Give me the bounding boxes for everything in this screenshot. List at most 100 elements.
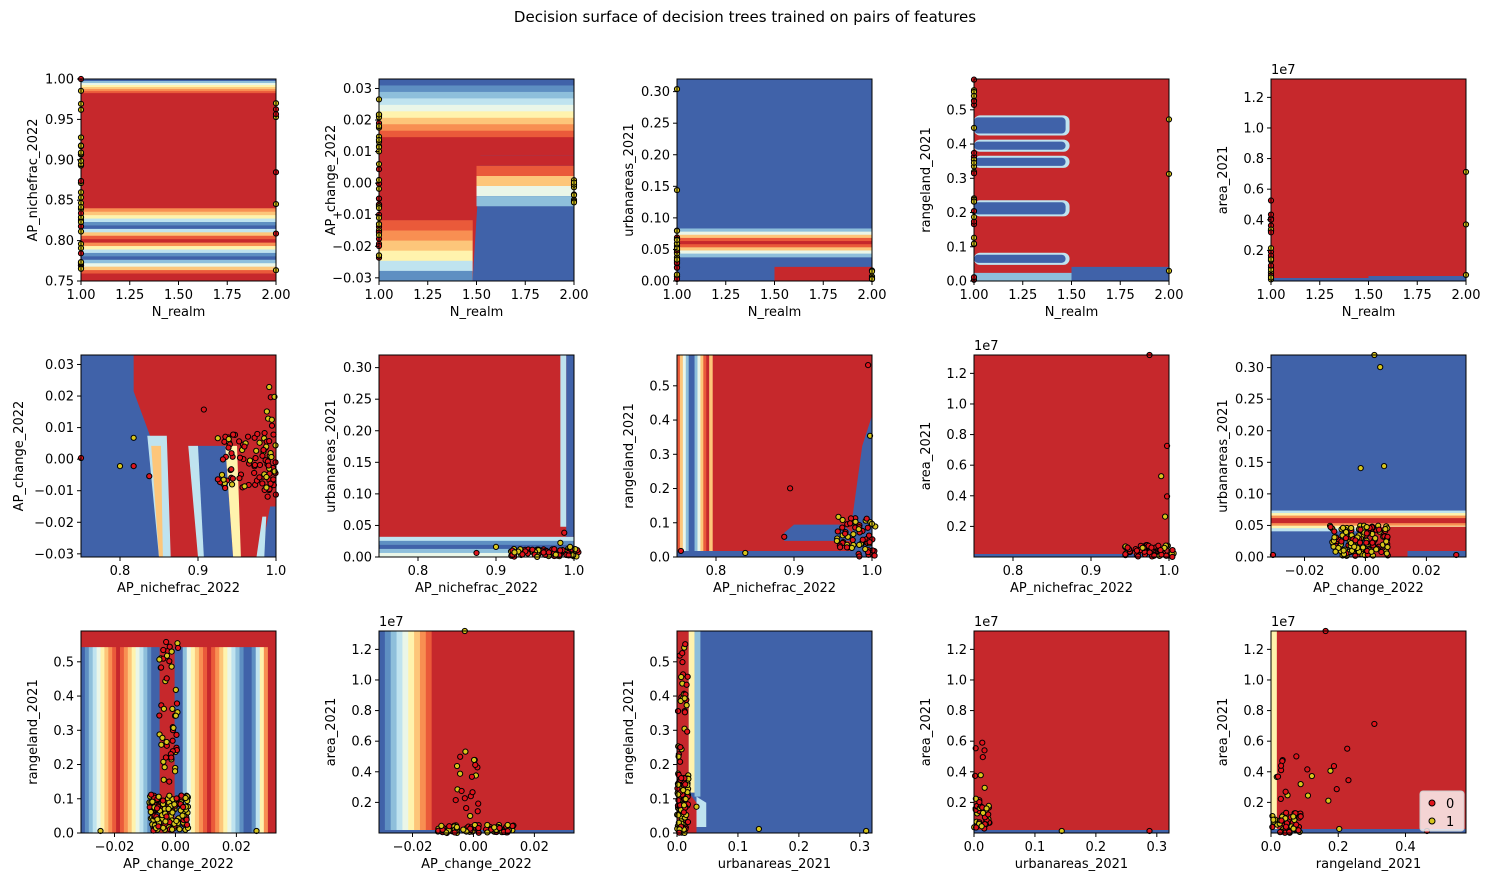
x-axis-label: AP_change_2022 [1313,581,1424,596]
point-class-1 [850,531,857,538]
surface-band [81,225,276,230]
y-tick-label: 0.2 [53,758,74,773]
point-class-0 [545,549,552,556]
x-axis-label: urbanareas_2021 [1015,857,1128,872]
y-tick-label: 0.5 [649,655,670,670]
surface-band [143,631,148,833]
surface-region [1407,526,1466,551]
surface-band [135,631,141,833]
y-tick-label: −0.01 [332,208,372,223]
axes-frame [1270,630,1467,834]
point-class-0 [1269,551,1277,559]
y-tick-label: 0.03 [343,82,372,97]
surface-region [974,272,1072,281]
y-tick-label: 0.30 [641,85,670,100]
x-tick-label: 1.50 [164,288,193,303]
surface-band [108,631,113,833]
subplot-11: −0.02 0.00 0.02 0.0 0.1 0.2 0.3 0.4 0.5 AP_change… [26,630,277,872]
point-class-1 [130,434,137,441]
surface-background [974,79,1169,281]
point-class-1 [97,827,104,835]
surface-band [81,89,276,92]
point-class-0 [173,795,180,802]
y-tick-label: −0.02 [332,240,372,255]
point-class-1 [1383,550,1390,557]
point-class-1 [675,781,682,788]
point-class-0 [200,406,207,413]
surface-band [81,246,276,251]
surface-band [259,631,265,833]
surface-band [81,235,276,240]
surface-region [974,254,1066,263]
x-tick-label: 2.00 [560,288,589,303]
subplot-3: 1.00 1.25 1.50 1.75 2.00 0.00 0.05 0.10 0.15 0.20… [622,78,887,320]
surface-region [151,445,163,557]
x-tick-label: 0.9 [486,564,507,579]
surface-band [81,228,276,233]
point-class-0 [863,515,870,522]
point-class-1 [1351,543,1358,550]
surface-band [251,631,257,833]
point-class-1 [169,809,176,816]
axes-frame [676,630,873,834]
x-tick-label: 0.02 [222,840,251,855]
surface-band [81,273,276,278]
point-class-0 [971,772,979,779]
surface-band [239,631,245,833]
y-tick-label: 0.8 [1243,152,1264,167]
point-class-1 [253,827,260,835]
y-tick-label: 0.3 [53,724,74,739]
point-class-1 [263,484,270,491]
surface-band [419,631,427,833]
point-class-1 [160,705,168,712]
legend-label-0: 0 [1446,797,1454,812]
point-class-1 [1058,827,1065,835]
point-class-0 [130,463,137,470]
x-tick-label: 0.9 [1081,564,1102,579]
point-class-0 [236,475,243,482]
point-class-0 [251,469,258,477]
point-class-0 [1276,829,1284,836]
point-class-1 [675,791,682,798]
surface-band [677,241,872,245]
point-class-0 [864,524,871,531]
point-class-0 [183,816,190,823]
point-class-0 [261,429,268,437]
point-class-1 [161,764,168,771]
point-class-1 [484,821,491,829]
point-class-1 [179,812,186,819]
x-tick-label: 0.8 [110,564,131,579]
y-axis-label: rangeland_2021 [622,679,637,784]
y-tick-label: 0.0 [946,275,967,290]
point-class-0 [684,818,692,826]
surface-band [1271,518,1466,522]
surface-region [974,141,1066,150]
surface-band [379,85,574,93]
point-class-1 [1363,523,1370,531]
surface-band [96,631,102,833]
surface-band [402,631,409,833]
x-tick-label: 1.00 [1257,288,1286,303]
axis-offset-label: 1e7 [974,339,999,354]
point-class-0 [267,480,274,487]
surface-band [431,631,439,833]
surface-band [390,631,398,833]
surface-band [677,244,872,248]
x-tick-label: 1.75 [1106,288,1135,303]
surface-band [81,252,276,257]
y-tick-label: 0.20 [1235,424,1264,439]
point-class-1 [1348,524,1355,532]
surface-band [255,631,261,833]
x-tick-label: −0.02 [393,840,433,855]
x-tick-label: 0.8 [706,564,727,579]
point-class-1 [176,826,183,833]
point-class-0 [1278,817,1285,824]
point-class-0 [976,799,983,806]
x-tick-label: 2.00 [858,288,887,303]
x-axis-label: N_realm [152,305,206,320]
point-class-0 [452,796,459,804]
y-tick-label: 1.00 [45,73,74,88]
point-class-0 [1297,813,1304,820]
point-class-0 [256,474,263,481]
point-class-1 [1162,513,1169,520]
